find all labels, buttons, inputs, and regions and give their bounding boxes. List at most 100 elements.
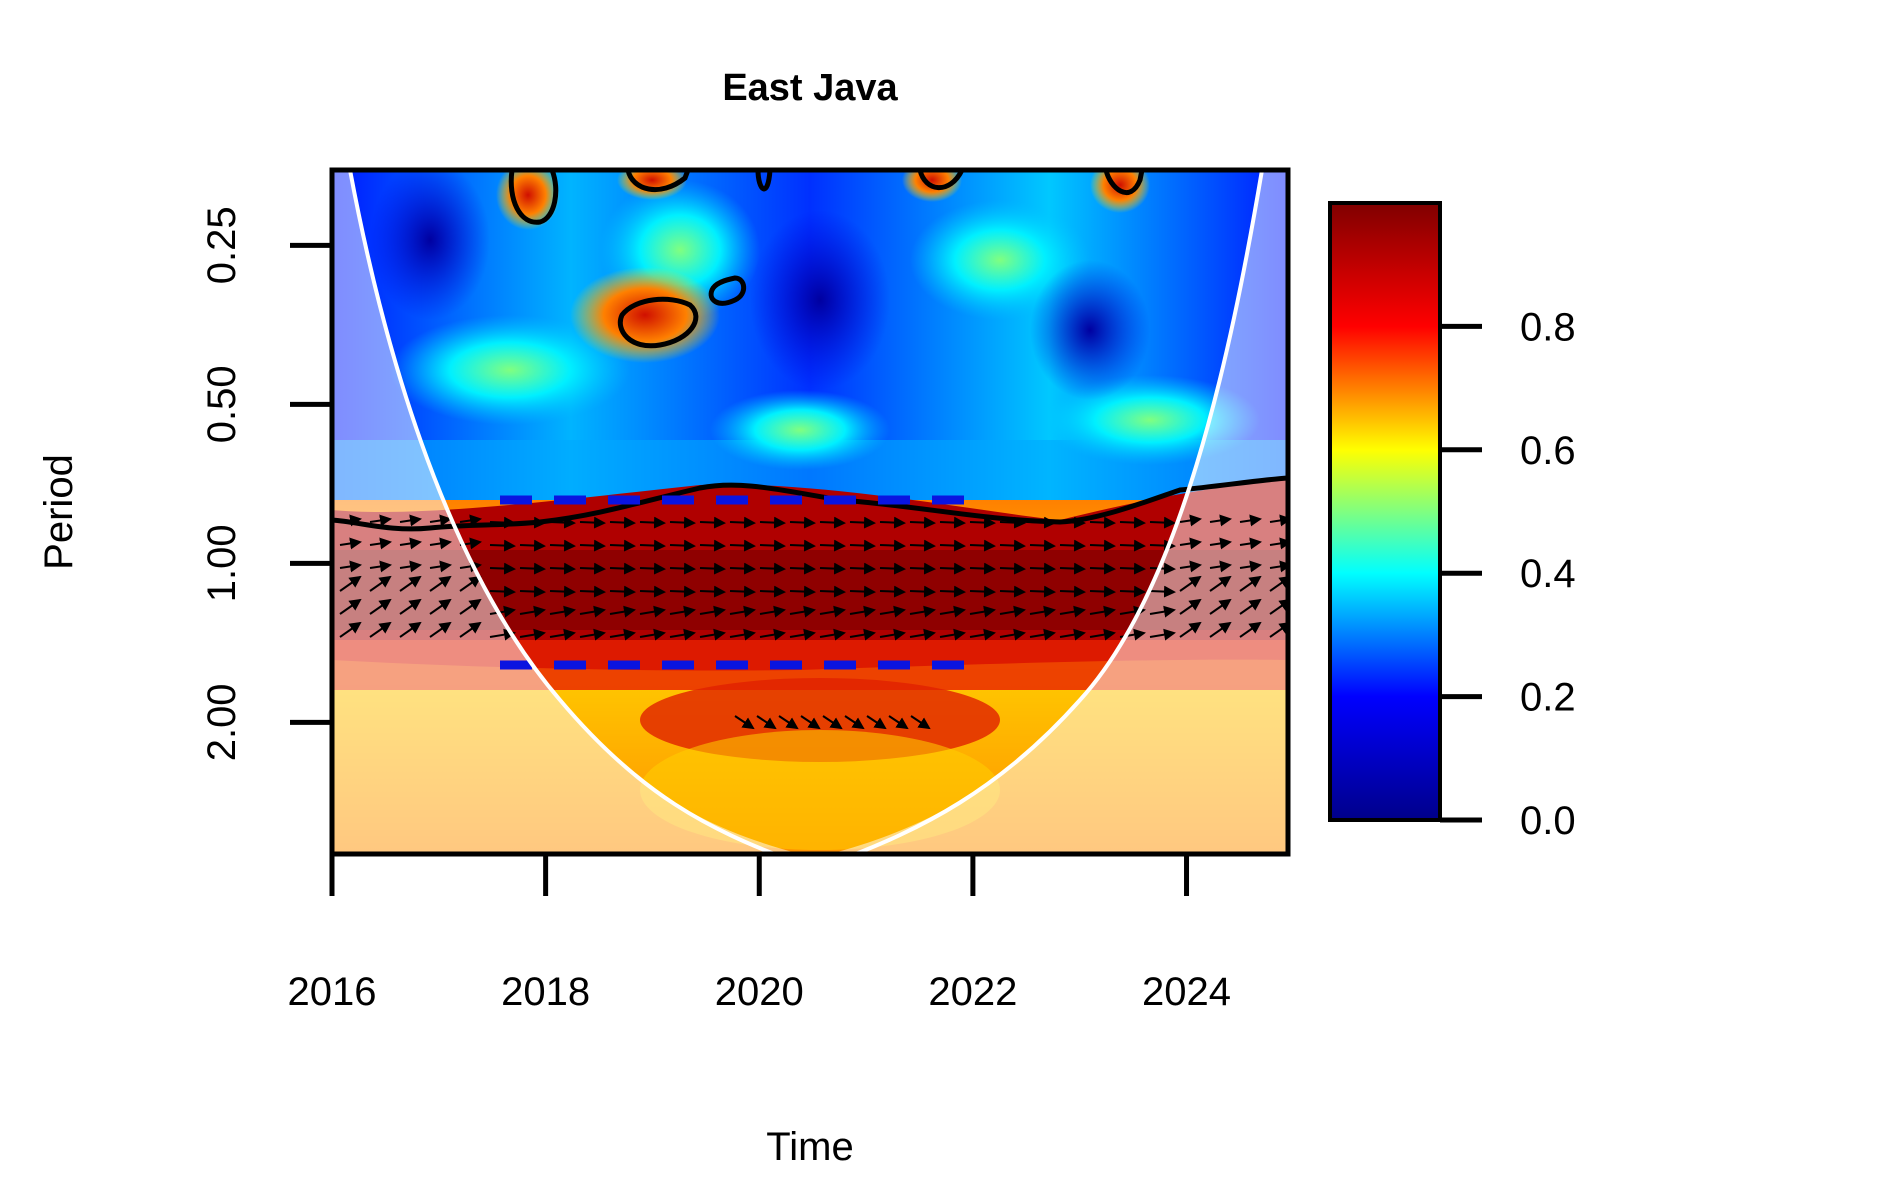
colorbar-tick-label: 0.2: [1520, 676, 1576, 720]
phase-arrow: [1209, 560, 1232, 573]
x-axis: 2016 2018 2020 2022 2024: [288, 851, 1288, 1014]
phase-arrow: [369, 575, 392, 592]
phase-arrow: [639, 605, 666, 618]
phase-arrow: [459, 598, 482, 615]
phase-arrow: [579, 628, 606, 641]
phase-arrow: [1089, 562, 1116, 575]
phase-arrow: [969, 585, 996, 598]
phase-arrow: [1239, 575, 1262, 592]
phase-arrow: [639, 516, 666, 529]
phase-arrow: [1179, 537, 1202, 550]
phase-arrow: [939, 585, 966, 598]
phase-arrow: [1179, 575, 1202, 592]
x-tick-label: 2024: [1142, 970, 1231, 1014]
phase-arrow: [1179, 598, 1202, 615]
phase-arrow: [339, 537, 362, 550]
phase-arrow: [999, 516, 1026, 529]
phase-arrow: [579, 516, 606, 529]
phase-arrow: [879, 605, 906, 618]
phase-arrow: [699, 516, 726, 529]
phase-arrow: [1029, 562, 1056, 575]
phase-arrow: [699, 605, 726, 618]
phase-arrow: [339, 514, 362, 527]
phase-arrow: [1089, 628, 1116, 641]
phase-arrow: [519, 628, 546, 641]
phase-arrow: [849, 562, 876, 575]
phase-arrow: [999, 605, 1026, 618]
phase-arrow: [789, 516, 816, 529]
phase-arrow: [1059, 585, 1086, 598]
phase-arrow: [609, 605, 636, 618]
colorbar-tick-label: 0.6: [1520, 429, 1576, 473]
phase-arrow: [459, 621, 482, 638]
phase-arrow: [759, 585, 786, 598]
phase-arrow: [1089, 585, 1116, 598]
phase-arrow: [939, 562, 966, 575]
phase-arrow: [489, 516, 516, 529]
phase-arrow: [549, 585, 576, 598]
phase-arrow: [1209, 575, 1232, 592]
phase-arrow: [489, 605, 516, 618]
phase-arrow: [639, 585, 666, 598]
phase-arrow: [1149, 605, 1176, 618]
phase-arrow: [969, 516, 996, 529]
phase-arrow: [609, 628, 636, 641]
phase-arrow: [549, 539, 576, 552]
phase-arrow: [369, 621, 392, 638]
phase-arrow: [1119, 585, 1146, 598]
y-tick-label: 1.00: [200, 524, 244, 602]
phase-arrow: [459, 514, 482, 527]
heatmap-field: [332, 170, 1288, 854]
phase-arrow: [819, 605, 846, 618]
phase-arrow: [639, 562, 666, 575]
phase-arrow: [729, 516, 756, 529]
phase-arrow: [1209, 514, 1232, 527]
phase-arrow: [549, 516, 576, 529]
phase-arrow: [879, 628, 906, 641]
phase-arrow: [669, 562, 696, 575]
phase-arrow: [1239, 598, 1262, 615]
phase-arrow: [879, 516, 906, 529]
phase-arrow: [519, 562, 546, 575]
phase-arrow: [1209, 621, 1232, 638]
phase-arrow: [759, 605, 786, 618]
phase-arrow: [909, 605, 936, 618]
phase-arrow: [1059, 516, 1086, 529]
phase-arrow: [549, 628, 576, 641]
phase-arrow: [369, 598, 392, 615]
phase-arrow: [879, 562, 906, 575]
phase-arrow: [778, 715, 799, 730]
phase-arrow: [999, 628, 1026, 641]
phase-arrow: [729, 585, 756, 598]
phase-arrow: [489, 585, 516, 598]
phase-arrow: [1059, 605, 1086, 618]
phase-arrow: [1029, 516, 1056, 529]
phase-arrow: [909, 585, 936, 598]
y-axis-label: Period: [37, 454, 81, 570]
phase-arrow: [639, 628, 666, 641]
phase-arrow: [429, 621, 452, 638]
phase-arrow: [669, 516, 696, 529]
phase-arrow: [969, 628, 996, 641]
phase-arrow: [866, 715, 887, 730]
phase-arrow: [1239, 560, 1262, 573]
phase-arrow: [759, 539, 786, 552]
phase-arrow: [1149, 562, 1176, 575]
colorbar: 0.0 0.2 0.4 0.6 0.8: [1328, 201, 1576, 843]
phase-arrow: [459, 560, 482, 573]
phase-arrow: [669, 605, 696, 618]
colorbar-gradient: [1328, 201, 1442, 822]
phase-arrow: [849, 628, 876, 641]
phase-arrow: [939, 605, 966, 618]
phase-arrow: [969, 539, 996, 552]
phase-arrow: [339, 598, 362, 615]
phase-arrow: [1179, 560, 1202, 573]
phase-arrow: [369, 537, 392, 550]
phase-arrow: [519, 539, 546, 552]
phase-arrow: [1029, 628, 1056, 641]
phase-arrow: [1209, 537, 1232, 550]
phase-arrow: [699, 562, 726, 575]
phase-arrow: [1239, 514, 1262, 527]
phase-arrow: [459, 575, 482, 592]
